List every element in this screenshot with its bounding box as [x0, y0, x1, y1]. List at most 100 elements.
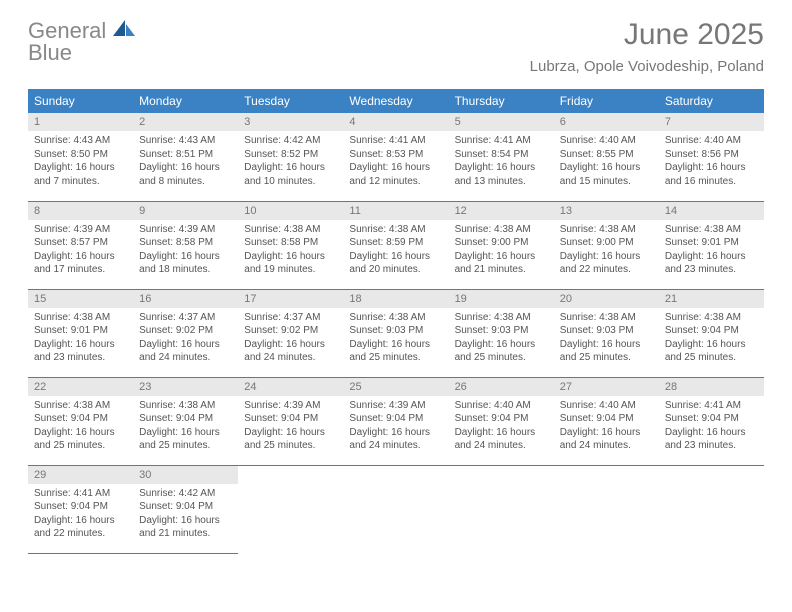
- day-body: Sunrise: 4:40 AMSunset: 8:55 PMDaylight:…: [554, 131, 659, 192]
- day-body: Sunrise: 4:38 AMSunset: 9:03 PMDaylight:…: [343, 308, 448, 369]
- sunset-text: Sunset: 9:02 PM: [244, 324, 337, 338]
- day-number: 30: [133, 466, 238, 484]
- calendar-cell: 17Sunrise: 4:37 AMSunset: 9:02 PMDayligh…: [238, 289, 343, 377]
- day-body: Sunrise: 4:40 AMSunset: 9:04 PMDaylight:…: [449, 396, 554, 457]
- day-body: Sunrise: 4:40 AMSunset: 8:56 PMDaylight:…: [659, 131, 764, 192]
- sunrise-text: Sunrise: 4:43 AM: [139, 134, 232, 148]
- calendar-cell: 9Sunrise: 4:39 AMSunset: 8:58 PMDaylight…: [133, 201, 238, 289]
- daylight-text: Daylight: 16 hours and 20 minutes.: [349, 250, 442, 277]
- daylight-text: Daylight: 16 hours and 12 minutes.: [349, 161, 442, 188]
- sunrise-text: Sunrise: 4:41 AM: [349, 134, 442, 148]
- sunrise-text: Sunrise: 4:40 AM: [560, 134, 653, 148]
- calendar-cell: 24Sunrise: 4:39 AMSunset: 9:04 PMDayligh…: [238, 377, 343, 465]
- daylight-text: Daylight: 16 hours and 18 minutes.: [139, 250, 232, 277]
- sunset-text: Sunset: 9:04 PM: [665, 412, 758, 426]
- calendar-cell: 11Sunrise: 4:38 AMSunset: 8:59 PMDayligh…: [343, 201, 448, 289]
- day-body: Sunrise: 4:39 AMSunset: 9:04 PMDaylight:…: [238, 396, 343, 457]
- calendar-cell: 5Sunrise: 4:41 AMSunset: 8:54 PMDaylight…: [449, 113, 554, 201]
- day-body: Sunrise: 4:38 AMSunset: 9:01 PMDaylight:…: [659, 220, 764, 281]
- calendar-week: 15Sunrise: 4:38 AMSunset: 9:01 PMDayligh…: [28, 289, 764, 377]
- calendar-table: Sunday Monday Tuesday Wednesday Thursday…: [28, 89, 764, 554]
- daylight-text: Daylight: 16 hours and 21 minutes.: [455, 250, 548, 277]
- daylight-text: Daylight: 16 hours and 21 minutes.: [139, 514, 232, 541]
- sunrise-text: Sunrise: 4:38 AM: [34, 311, 127, 325]
- calendar-cell: 4Sunrise: 4:41 AMSunset: 8:53 PMDaylight…: [343, 113, 448, 201]
- sunset-text: Sunset: 9:00 PM: [455, 236, 548, 250]
- day-number: 2: [133, 113, 238, 131]
- daylight-text: Daylight: 16 hours and 24 minutes.: [349, 426, 442, 453]
- calendar-cell: 12Sunrise: 4:38 AMSunset: 9:00 PMDayligh…: [449, 201, 554, 289]
- sunrise-text: Sunrise: 4:42 AM: [244, 134, 337, 148]
- calendar-cell: 29Sunrise: 4:41 AMSunset: 9:04 PMDayligh…: [28, 465, 133, 553]
- calendar-cell: 18Sunrise: 4:38 AMSunset: 9:03 PMDayligh…: [343, 289, 448, 377]
- calendar-cell: 28Sunrise: 4:41 AMSunset: 9:04 PMDayligh…: [659, 377, 764, 465]
- sunrise-text: Sunrise: 4:38 AM: [665, 223, 758, 237]
- day-body: Sunrise: 4:41 AMSunset: 8:53 PMDaylight:…: [343, 131, 448, 192]
- calendar-cell: 15Sunrise: 4:38 AMSunset: 9:01 PMDayligh…: [28, 289, 133, 377]
- day-number: 29: [28, 466, 133, 484]
- calendar-cell: 10Sunrise: 4:38 AMSunset: 8:58 PMDayligh…: [238, 201, 343, 289]
- daylight-text: Daylight: 16 hours and 24 minutes.: [244, 338, 337, 365]
- calendar-header-row: Sunday Monday Tuesday Wednesday Thursday…: [28, 89, 764, 113]
- calendar-cell: 19Sunrise: 4:38 AMSunset: 9:03 PMDayligh…: [449, 289, 554, 377]
- day-number: 4: [343, 113, 448, 131]
- sunset-text: Sunset: 9:04 PM: [349, 412, 442, 426]
- day-body: Sunrise: 4:38 AMSunset: 9:00 PMDaylight:…: [449, 220, 554, 281]
- daylight-text: Daylight: 16 hours and 25 minutes.: [244, 426, 337, 453]
- calendar-cell: 27Sunrise: 4:40 AMSunset: 9:04 PMDayligh…: [554, 377, 659, 465]
- day-number: 10: [238, 202, 343, 220]
- dayhdr-fri: Friday: [554, 89, 659, 113]
- daylight-text: Daylight: 16 hours and 15 minutes.: [560, 161, 653, 188]
- calendar-cell: 3Sunrise: 4:42 AMSunset: 8:52 PMDaylight…: [238, 113, 343, 201]
- sunrise-text: Sunrise: 4:38 AM: [349, 223, 442, 237]
- calendar-page: General Blue June 2025 Lubrza, Opole Voi…: [0, 0, 792, 554]
- dayhdr-tue: Tuesday: [238, 89, 343, 113]
- sunrise-text: Sunrise: 4:40 AM: [455, 399, 548, 413]
- dayhdr-mon: Monday: [133, 89, 238, 113]
- daylight-text: Daylight: 16 hours and 23 minutes.: [665, 250, 758, 277]
- sunset-text: Sunset: 9:03 PM: [560, 324, 653, 338]
- page-subtitle: Lubrza, Opole Voivodeship, Poland: [530, 58, 764, 75]
- sunset-text: Sunset: 8:58 PM: [244, 236, 337, 250]
- sunrise-text: Sunrise: 4:42 AM: [139, 487, 232, 501]
- calendar-cell: [659, 465, 764, 553]
- day-body: Sunrise: 4:39 AMSunset: 8:58 PMDaylight:…: [133, 220, 238, 281]
- calendar-cell: 16Sunrise: 4:37 AMSunset: 9:02 PMDayligh…: [133, 289, 238, 377]
- calendar-cell: 13Sunrise: 4:38 AMSunset: 9:00 PMDayligh…: [554, 201, 659, 289]
- calendar-cell: 30Sunrise: 4:42 AMSunset: 9:04 PMDayligh…: [133, 465, 238, 553]
- sunset-text: Sunset: 9:04 PM: [139, 412, 232, 426]
- sunset-text: Sunset: 9:04 PM: [34, 412, 127, 426]
- calendar-cell: 1Sunrise: 4:43 AMSunset: 8:50 PMDaylight…: [28, 113, 133, 201]
- daylight-text: Daylight: 16 hours and 25 minutes.: [34, 426, 127, 453]
- sunset-text: Sunset: 9:01 PM: [665, 236, 758, 250]
- topbar: General Blue June 2025 Lubrza, Opole Voi…: [28, 18, 764, 75]
- sunset-text: Sunset: 8:53 PM: [349, 148, 442, 162]
- calendar-cell: [343, 465, 448, 553]
- calendar-cell: 2Sunrise: 4:43 AMSunset: 8:51 PMDaylight…: [133, 113, 238, 201]
- sunrise-text: Sunrise: 4:39 AM: [244, 399, 337, 413]
- day-number: 26: [449, 378, 554, 396]
- day-body: Sunrise: 4:38 AMSunset: 9:00 PMDaylight:…: [554, 220, 659, 281]
- logo: General Blue: [28, 18, 137, 70]
- sunrise-text: Sunrise: 4:38 AM: [455, 223, 548, 237]
- logo-line2: Blue: [28, 40, 72, 65]
- sunset-text: Sunset: 8:56 PM: [665, 148, 758, 162]
- daylight-text: Daylight: 16 hours and 19 minutes.: [244, 250, 337, 277]
- calendar-cell: [554, 465, 659, 553]
- day-number: 18: [343, 290, 448, 308]
- day-number: 23: [133, 378, 238, 396]
- sunrise-text: Sunrise: 4:40 AM: [665, 134, 758, 148]
- day-body: Sunrise: 4:38 AMSunset: 9:04 PMDaylight:…: [133, 396, 238, 457]
- calendar-cell: [238, 465, 343, 553]
- day-number: 17: [238, 290, 343, 308]
- daylight-text: Daylight: 16 hours and 25 minutes.: [665, 338, 758, 365]
- daylight-text: Daylight: 16 hours and 25 minutes.: [349, 338, 442, 365]
- sunrise-text: Sunrise: 4:38 AM: [349, 311, 442, 325]
- calendar-cell: 20Sunrise: 4:38 AMSunset: 9:03 PMDayligh…: [554, 289, 659, 377]
- day-body: Sunrise: 4:38 AMSunset: 9:03 PMDaylight:…: [554, 308, 659, 369]
- day-number: 28: [659, 378, 764, 396]
- day-number: 11: [343, 202, 448, 220]
- day-number: 9: [133, 202, 238, 220]
- calendar-cell: 25Sunrise: 4:39 AMSunset: 9:04 PMDayligh…: [343, 377, 448, 465]
- sunrise-text: Sunrise: 4:41 AM: [665, 399, 758, 413]
